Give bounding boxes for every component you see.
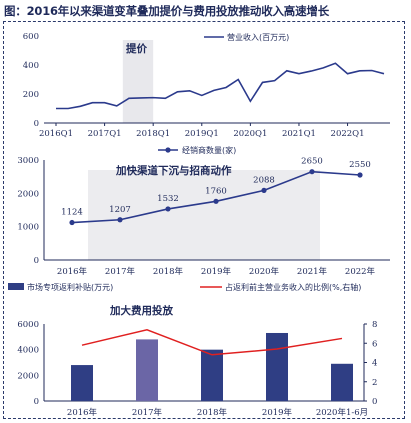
annotation-channel: 加快渠道下沉与招商动作	[115, 164, 232, 177]
legend-label-ratio: 占返利前主营业务收入的比例(%,右轴)	[225, 282, 361, 292]
distributor-point	[309, 169, 315, 175]
distributor-point	[261, 187, 267, 193]
x-tick-label-2: 2017年	[105, 266, 136, 277]
distributor-point	[357, 172, 363, 178]
distributor-point	[117, 217, 123, 223]
distributor-data-label: 2088	[253, 175, 275, 185]
distributor-data-label: 1760	[205, 186, 227, 196]
annotation-price-hike: 提价	[126, 42, 147, 55]
x-tick-label-1: 2019Q1	[185, 129, 219, 139]
legend-marker-distributors	[165, 147, 171, 153]
x-tick-label-2: 2021年	[297, 266, 328, 277]
x-tick-label-3: 2020年1-6月	[316, 407, 368, 418]
distributor-data-label: 1532	[157, 194, 179, 204]
x-tick-label-2: 2018年	[153, 266, 184, 277]
x-tick-label-1: 2021Q1	[282, 129, 316, 139]
distributor-point	[69, 219, 75, 226]
ratio-line	[81, 328, 343, 356]
x-tick-label-1: 2022Q1	[331, 129, 365, 139]
x-tick-label-1: 2018Q1	[136, 129, 170, 139]
x-tick-label-1: 2016Q1	[39, 129, 73, 139]
y-tick-label-3: 4000	[17, 346, 39, 356]
distributor-data-label: 2550	[349, 160, 371, 170]
y2-tick-label-3: 8	[372, 320, 377, 330]
y-tick-label-1: 400	[23, 61, 39, 71]
x-tick-label-3: 2019年	[262, 407, 293, 418]
rebate-bar	[71, 365, 93, 401]
distributor-data-label: 2650	[301, 157, 323, 167]
x-tick-label-2: 2020年	[249, 266, 280, 277]
legend-swatch-rebate	[8, 283, 24, 290]
chart-frame	[3, 21, 405, 419]
y2-tick-label-3: 0	[372, 397, 377, 407]
y2-tick-label-3: 2	[372, 378, 377, 388]
legend-label-revenue: 营业收入(百万元)	[227, 32, 289, 42]
rebate-bar	[331, 363, 353, 401]
x-tick-label-3: 2018年	[197, 407, 228, 418]
distributor-point	[213, 198, 219, 204]
distributor-data-label: 1124	[61, 208, 83, 218]
distributor-point	[165, 206, 171, 212]
y-tick-label-2: 2000	[17, 189, 39, 199]
x-tick-label-3: 2016年	[67, 407, 98, 418]
y2-tick-label-3: 6	[372, 339, 377, 349]
revenue-line	[56, 62, 385, 110]
rebate-bar	[201, 349, 223, 401]
x-tick-label-1: 2020Q1	[233, 129, 267, 139]
annotation-spending: 加大费用投放	[109, 304, 173, 317]
x-tick-label-2: 2019年	[201, 266, 232, 277]
distributor-data-label: 1207	[109, 205, 131, 215]
y-tick-label-3: 2000	[17, 371, 39, 381]
x-tick-label-2: 2016年	[57, 266, 88, 277]
y-tick-label-2: 1000	[17, 223, 39, 233]
y-tick-label-3: 6000	[17, 320, 39, 330]
x-tick-label-3: 2017年	[132, 407, 163, 418]
y-tick-label-1: 600	[23, 32, 39, 42]
y-tick-label-2: 0	[34, 256, 39, 266]
y-tick-label-1: 200	[23, 90, 39, 100]
annotation-band-1	[122, 40, 154, 123]
x-tick-label-2: 2022年	[345, 266, 376, 277]
annotation-band-2	[88, 170, 320, 260]
legend-label-distributors: 经销商数量(家)	[182, 145, 236, 155]
x-tick-label-1: 2017Q1	[88, 129, 122, 139]
y-tick-label-1: 0	[34, 119, 39, 129]
rebate-bar	[266, 332, 288, 401]
chart-title: 图：2016年以来渠道变革叠加提价与费用投放推动收入高速增长	[4, 4, 330, 18]
rebate-bar	[136, 339, 158, 401]
y-tick-label-2: 3000	[17, 156, 39, 166]
y2-tick-label-3: 4	[372, 359, 377, 369]
legend-label-rebate: 市场专项返利补贴(万元)	[27, 282, 113, 292]
y-tick-label-3: 0	[34, 397, 39, 407]
